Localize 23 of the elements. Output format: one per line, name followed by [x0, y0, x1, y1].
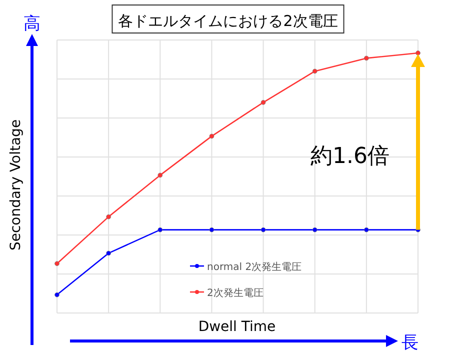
annotation: 約1.6倍: [310, 144, 390, 169]
point: [106, 250, 111, 256]
legend-label: 2次発生電圧: [207, 287, 264, 299]
point: [209, 227, 214, 232]
point: [312, 227, 318, 232]
point: [54, 261, 60, 266]
point: [106, 214, 111, 220]
text: 長: [402, 333, 418, 353]
legend-label: normal 2次発生電圧: [207, 261, 302, 273]
point: [364, 56, 369, 61]
y-axis-title: Secondary Voltage: [8, 119, 24, 251]
point: [260, 227, 266, 232]
point: [54, 292, 60, 298]
text: 高: [24, 14, 40, 34]
x-axis-title: Dwell Time: [198, 319, 276, 335]
chart-title: 各ドエルタイムにおける2次電圧: [118, 12, 338, 30]
point: [260, 100, 266, 105]
point: [416, 50, 420, 56]
point: [158, 227, 163, 232]
point: [364, 227, 369, 232]
point: [158, 172, 163, 178]
point: [312, 68, 318, 74]
point: [209, 134, 214, 139]
